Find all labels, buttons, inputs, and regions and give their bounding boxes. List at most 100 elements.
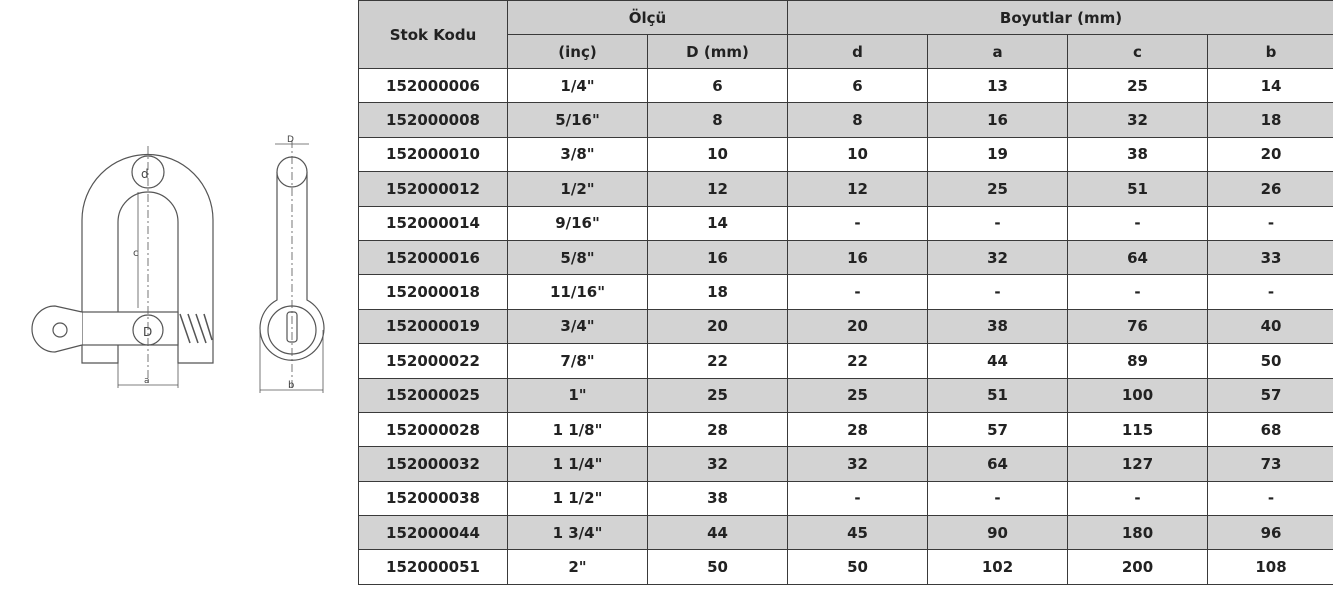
- table-row: 152000018 11/16" 18- - - -: [358, 274, 1333, 310]
- table-cell: 38: [647, 480, 788, 517]
- table-cell: 8: [647, 102, 788, 138]
- table-cell: 50: [1206, 343, 1333, 379]
- table-cell: 6: [647, 67, 788, 104]
- shackle-technical-drawing: d D c a D b: [31, 135, 325, 393]
- table-cell: 1/4": [507, 67, 648, 104]
- table-cell: 44: [647, 515, 788, 551]
- table-cell: 89: [1067, 343, 1208, 379]
- table-cell: 68: [1206, 411, 1333, 448]
- table-row: 152000016 5/8" 16 16 32 64 33: [358, 239, 1333, 276]
- table-cell: 1/2": [507, 171, 648, 207]
- table-cell: 180: [1067, 515, 1208, 551]
- stock-code-cell: 152000008: [358, 102, 508, 138]
- table-cell: 32: [647, 446, 788, 482]
- table-cell: 32: [1067, 102, 1208, 138]
- table-cell: 96: [1206, 515, 1333, 551]
- table-cell: 20: [787, 308, 928, 345]
- table-cell: -: [787, 274, 928, 310]
- table-row: 152000038 1 1/2" 38- - - -: [358, 480, 1333, 517]
- table-cell: 40: [1206, 308, 1333, 345]
- stock-code-cell: 152000006: [358, 67, 508, 104]
- table-cell: 3/8": [507, 136, 648, 173]
- column-header: D (mm): [647, 34, 788, 69]
- table-cell: 1": [507, 377, 648, 413]
- table-cell: 64: [927, 446, 1068, 482]
- stock-code-cell: 152000038: [358, 480, 508, 517]
- table-cell: -: [1067, 480, 1208, 517]
- stock-code-cell: 152000044: [358, 515, 508, 551]
- table-row: 152000044 1 3/4" 44 45 90 180 96: [358, 515, 1333, 551]
- label-d: d: [141, 167, 149, 181]
- table-cell: 38: [927, 308, 1068, 345]
- table-cell: 20: [647, 308, 788, 345]
- table-cell: -: [927, 480, 1068, 517]
- header-stock-code: Stok Kodu: [358, 0, 508, 69]
- table-cell: 8: [787, 102, 928, 138]
- table-cell: 16: [927, 102, 1068, 138]
- label-D: D: [143, 325, 152, 339]
- table-row: 152000008 5/16" 8 8 16 32 18: [358, 102, 1333, 138]
- table-cell: 50: [787, 549, 928, 585]
- stock-code-cell: 152000025: [358, 377, 508, 413]
- table-cell: 50: [647, 549, 788, 585]
- table-cell: 1 1/8": [507, 411, 648, 448]
- table-cell: 25: [647, 377, 788, 413]
- table-cell: 32: [927, 239, 1068, 276]
- table-cell: 108: [1206, 549, 1333, 585]
- table-cell: 18: [647, 274, 788, 310]
- table-cell: 9/16": [507, 205, 648, 241]
- table-cell: 22: [787, 343, 928, 379]
- table-cell: 10: [787, 136, 928, 173]
- table-cell: -: [787, 205, 928, 241]
- table-cell: 11/16": [507, 274, 648, 310]
- column-header: d: [787, 34, 928, 69]
- shackle-front-view: d D c a: [31, 146, 214, 388]
- table-cell: 1 1/2": [507, 480, 648, 517]
- header-dimensions-group: Boyutlar (mm): [786, 0, 1333, 35]
- table-cell: 102: [927, 549, 1068, 585]
- table-cell: 32: [787, 446, 928, 482]
- label-a: a: [144, 376, 150, 386]
- table-cell: -: [927, 205, 1068, 241]
- table-cell: 1 3/4": [507, 515, 648, 551]
- table-cell: 51: [927, 377, 1068, 413]
- stock-code-cell: 152000032: [358, 446, 508, 482]
- table-cell: 7/8": [507, 343, 648, 379]
- table-cell: 13: [927, 67, 1068, 104]
- table-cell: 25: [787, 377, 928, 413]
- table-cell: -: [1206, 274, 1333, 310]
- stock-code-cell: 152000014: [358, 205, 508, 241]
- column-header: a: [927, 34, 1068, 69]
- table-cell: 10: [647, 136, 788, 173]
- label-b: b: [288, 380, 294, 391]
- table-cell: 100: [1067, 377, 1208, 413]
- column-header: (inç): [507, 34, 648, 69]
- table-cell: 5/16": [507, 102, 648, 138]
- table-cell: 45: [787, 515, 928, 551]
- column-header: c: [1067, 34, 1208, 69]
- table-cell: 28: [647, 411, 788, 448]
- table-cell: 64: [1067, 239, 1208, 276]
- table-cell: 76: [1067, 308, 1208, 345]
- table-cell: 200: [1067, 549, 1208, 585]
- table-cell: 2": [507, 549, 648, 585]
- table-cell: 16: [787, 239, 928, 276]
- stock-code-cell: 152000019: [358, 308, 508, 345]
- table-cell: 115: [1067, 411, 1208, 448]
- stock-code-cell: 152000012: [358, 171, 508, 207]
- table-cell: 18: [1206, 102, 1333, 138]
- table-row: 152000010 3/8" 10 10 19 38 20: [358, 136, 1333, 173]
- shackle-size-table: Stok Kodu Ölçü Boyutlar (mm) (inç) D (mm)…: [358, 0, 1333, 585]
- stock-code-cell: 152000022: [358, 343, 508, 379]
- table-cell: 12: [647, 171, 788, 207]
- table-cell: 26: [1206, 171, 1333, 207]
- table-cell: 19: [927, 136, 1068, 173]
- table-cell: 90: [927, 515, 1068, 551]
- table-row: 152000025 1" 25 25 51 100 57: [358, 377, 1333, 413]
- shackle-side-view: D b: [259, 135, 325, 393]
- table-cell: 22: [647, 343, 788, 379]
- label-c: c: [133, 248, 139, 259]
- table-cell: -: [1206, 205, 1333, 241]
- table-cell: 14: [647, 205, 788, 241]
- table-cell: 28: [787, 411, 928, 448]
